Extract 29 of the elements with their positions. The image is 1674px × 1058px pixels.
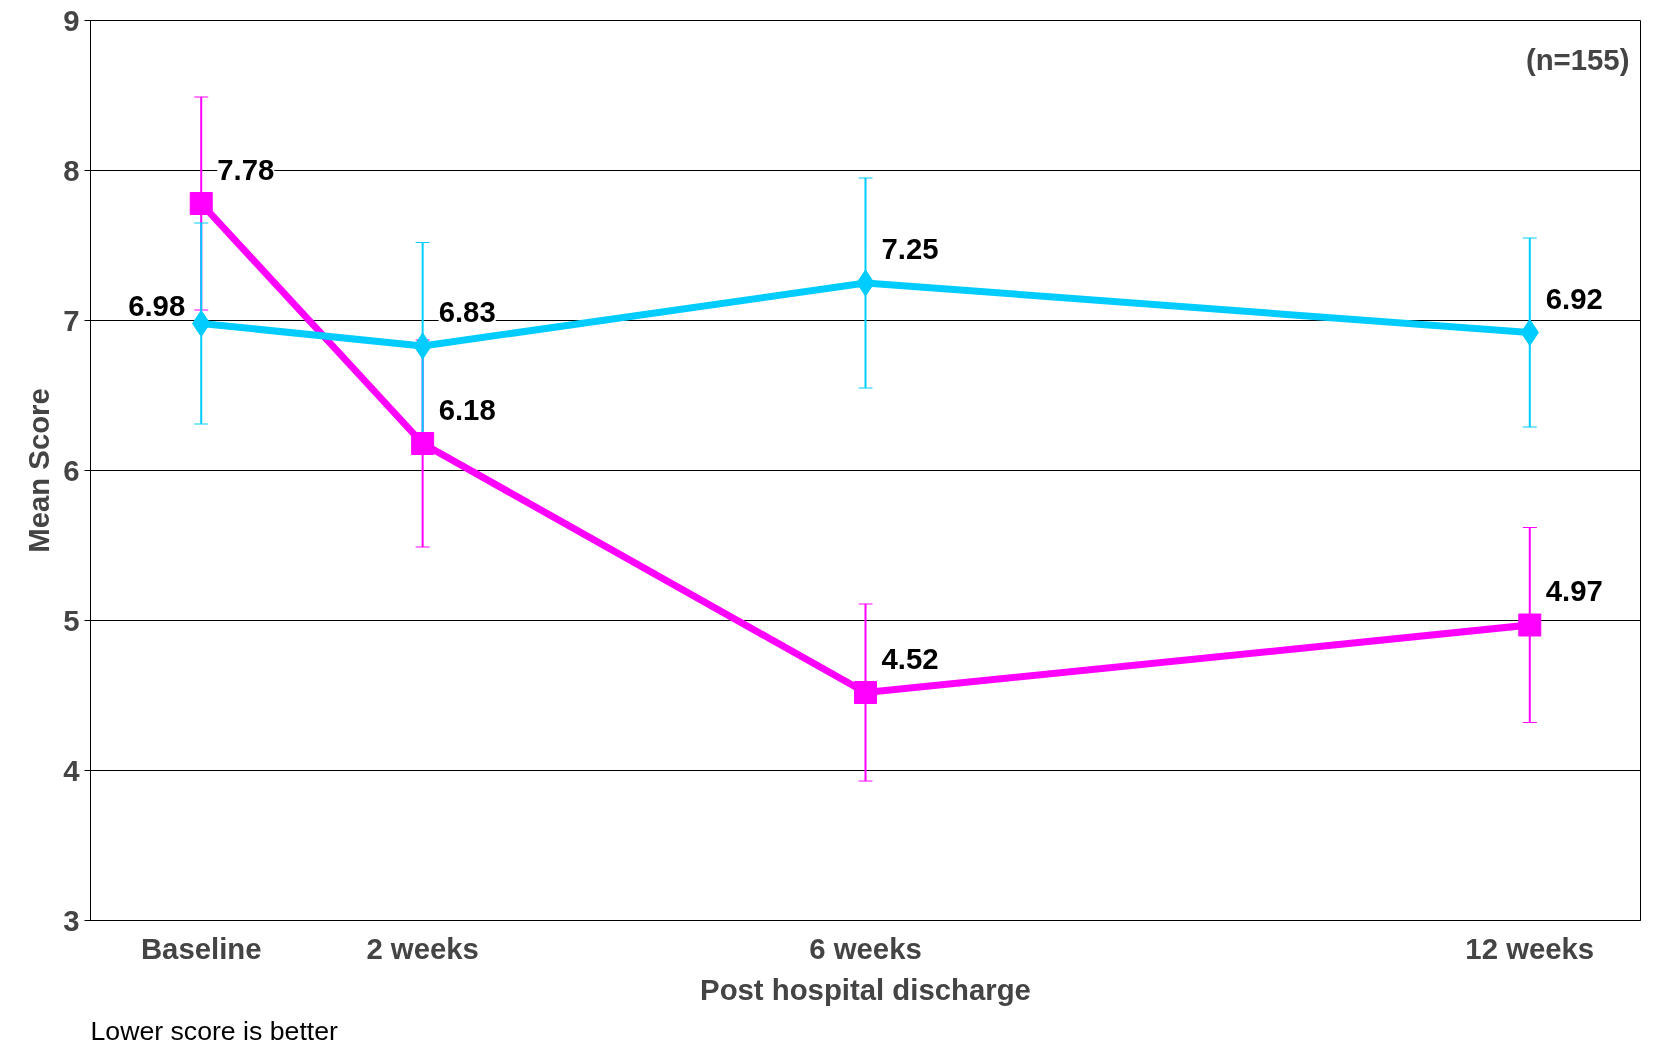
annotation: (n=155) xyxy=(1525,42,1630,76)
y-axis-title: Mean Score xyxy=(22,388,56,553)
y-tick-label: 6 xyxy=(63,453,80,487)
point xyxy=(189,192,213,215)
x-tick-label: Baseline xyxy=(140,931,262,965)
y-tick-label: 5 xyxy=(63,603,80,637)
y-tick-label: 4 xyxy=(63,753,81,787)
y-tick-label: 7 xyxy=(63,303,80,337)
point xyxy=(192,310,211,337)
data-label: 6.92 xyxy=(1545,281,1603,315)
data-label: 6.98 xyxy=(128,288,186,322)
y-tick-label: 8 xyxy=(63,153,80,187)
point xyxy=(854,681,877,704)
data-label: 4.97 xyxy=(1545,574,1603,607)
point xyxy=(1518,613,1542,637)
x-tick-label: 2 weeks xyxy=(366,931,479,965)
point xyxy=(411,432,435,455)
y-tick-label: 3 xyxy=(63,903,80,937)
y-tick-label: 9 xyxy=(63,3,80,37)
data-label: 4.52 xyxy=(881,641,939,675)
text: Lower score is better xyxy=(90,1015,339,1046)
data-label: 7.25 xyxy=(881,232,939,265)
point xyxy=(1520,319,1539,346)
x-tick-label: 12 weeks xyxy=(1465,931,1595,965)
data-label: 7.78 xyxy=(217,152,275,186)
x-tick-label: 6 weeks xyxy=(809,931,922,965)
data-label: 6.83 xyxy=(438,295,496,328)
data-label: 6.18 xyxy=(438,392,496,426)
x-axis-title: Post hospital discharge xyxy=(700,972,1031,1006)
